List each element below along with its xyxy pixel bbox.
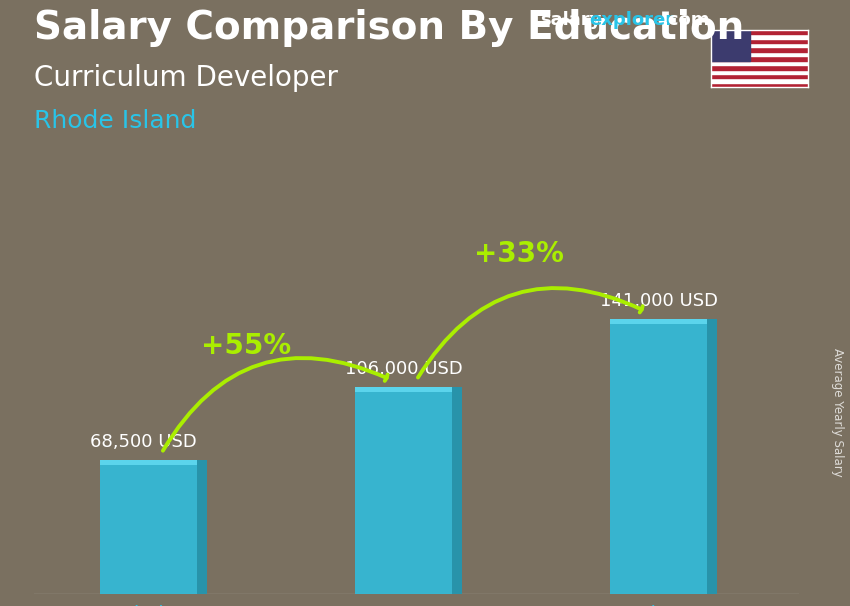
Text: salary: salary — [540, 11, 601, 29]
Bar — [711, 34, 808, 39]
Bar — [707, 319, 717, 594]
Text: Rhode Island: Rhode Island — [34, 109, 196, 133]
Bar — [452, 387, 462, 594]
Bar — [610, 319, 707, 594]
Bar — [610, 319, 707, 324]
Text: 106,000 USD: 106,000 USD — [345, 360, 463, 378]
Bar — [711, 56, 808, 61]
Bar — [711, 39, 808, 43]
Text: Salary Comparison By Education: Salary Comparison By Education — [34, 9, 745, 47]
Text: 68,500 USD: 68,500 USD — [90, 433, 197, 451]
Bar — [355, 387, 452, 392]
Bar — [711, 70, 808, 74]
Bar — [711, 61, 808, 65]
Bar — [711, 65, 808, 70]
Bar — [711, 30, 808, 34]
Bar — [100, 460, 197, 594]
Bar — [711, 83, 808, 87]
Bar — [711, 78, 808, 83]
Bar — [711, 47, 808, 52]
Bar — [711, 30, 750, 61]
Bar — [100, 460, 197, 465]
Bar — [355, 387, 452, 594]
Text: 141,000 USD: 141,000 USD — [600, 291, 718, 310]
Bar — [711, 74, 808, 78]
Text: Curriculum Developer: Curriculum Developer — [34, 64, 338, 92]
Bar — [711, 43, 808, 47]
Text: Average Yearly Salary: Average Yearly Salary — [830, 348, 844, 476]
Text: explorer: explorer — [589, 11, 674, 29]
Text: .com: .com — [661, 11, 710, 29]
Bar — [711, 52, 808, 56]
Text: +55%: +55% — [201, 332, 291, 360]
Bar — [197, 460, 207, 594]
Text: +33%: +33% — [473, 241, 564, 268]
